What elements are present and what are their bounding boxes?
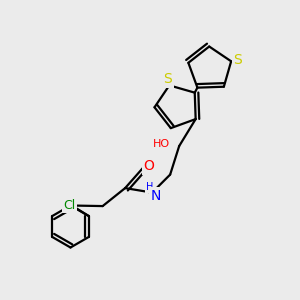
- Text: S: S: [164, 72, 172, 86]
- Text: O: O: [144, 159, 154, 173]
- Text: Cl: Cl: [63, 199, 75, 212]
- Text: H: H: [146, 182, 153, 192]
- Text: HO: HO: [153, 139, 170, 149]
- Text: S: S: [233, 53, 242, 67]
- Text: N: N: [151, 189, 161, 202]
